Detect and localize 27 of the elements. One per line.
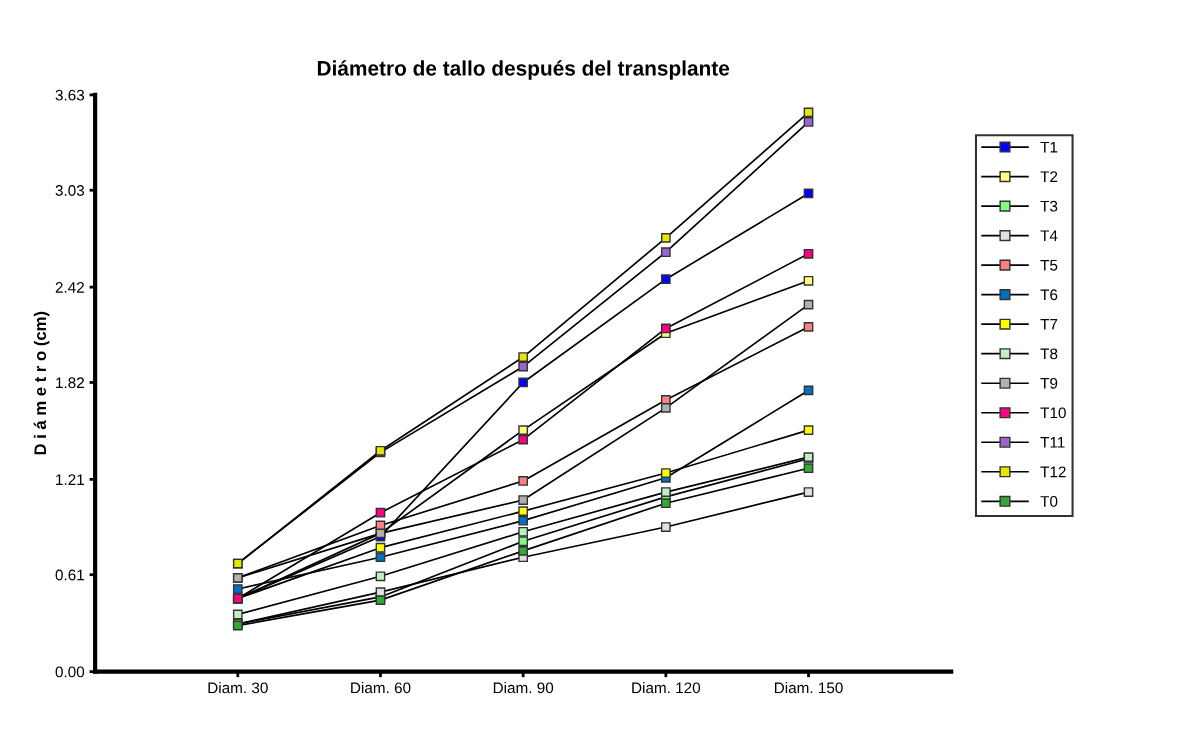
x-tick-label: Diam. 60 [351, 682, 411, 694]
y-tick-label: 0.00 [55, 666, 85, 678]
legend-label: T5 [1040, 259, 1058, 271]
legend-label: T12 [1040, 466, 1066, 478]
y-tick-label: 0.61 [55, 569, 84, 581]
x-tick-label: Diam. 30 [208, 682, 268, 694]
legend-label: T2 [1040, 171, 1058, 182]
legend-label: T10 [1040, 407, 1066, 419]
legend-label: T6 [1040, 289, 1058, 301]
legend-label: T8 [1040, 348, 1058, 360]
chart-title: Diámetro de tallo después del transplante [317, 60, 730, 80]
x-tick-label: Diam. 120 [632, 682, 701, 694]
y-axis-title: D i á m e t r o (cm) [33, 311, 50, 455]
legend-label: T11 [1040, 437, 1065, 448]
y-tick-label: 3.63 [55, 89, 85, 101]
y-tick-label: 1.21 [56, 474, 84, 485]
legend-label: T1 [1040, 141, 1058, 153]
y-tick-label: 3.03 [55, 185, 85, 196]
y-tick-label: 1.82 [56, 377, 84, 389]
legend-label: T7 [1040, 319, 1058, 330]
x-tick-label: Diam. 90 [493, 682, 554, 694]
legend-label: T4 [1040, 230, 1058, 241]
legend-label: T0 [1040, 495, 1058, 507]
legend-label: T3 [1040, 200, 1058, 212]
y-tick-label: 2.42 [55, 282, 84, 293]
x-tick-label: Diam. 150 [774, 682, 843, 694]
legend-label: T9 [1040, 377, 1058, 389]
